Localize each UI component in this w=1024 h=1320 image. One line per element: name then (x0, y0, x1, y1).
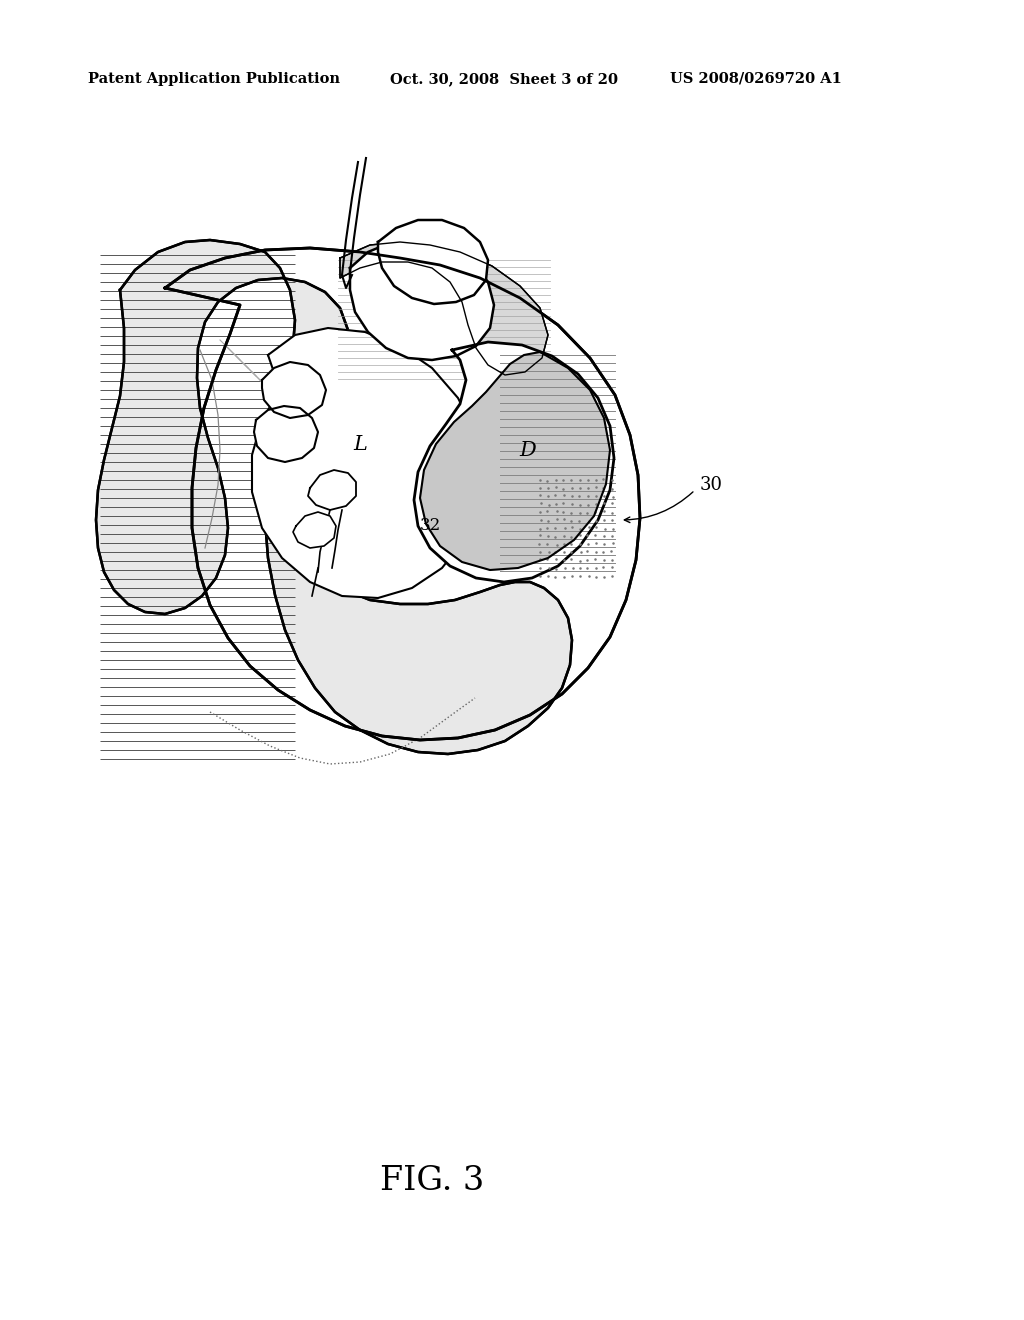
Polygon shape (420, 352, 610, 570)
Text: D: D (519, 441, 537, 459)
Text: Patent Application Publication: Patent Application Publication (88, 73, 340, 86)
Polygon shape (262, 362, 326, 418)
Polygon shape (96, 240, 572, 754)
Text: US 2008/0269720 A1: US 2008/0269720 A1 (670, 73, 842, 86)
Text: L: L (353, 436, 367, 454)
Polygon shape (165, 248, 640, 741)
Text: 30: 30 (700, 477, 723, 494)
Polygon shape (414, 342, 614, 582)
Text: Oct. 30, 2008  Sheet 3 of 20: Oct. 30, 2008 Sheet 3 of 20 (390, 73, 618, 86)
Polygon shape (378, 220, 488, 304)
Polygon shape (293, 512, 336, 548)
Polygon shape (350, 240, 494, 360)
Text: 32: 32 (420, 516, 441, 533)
Polygon shape (252, 327, 482, 598)
Text: FIG. 3: FIG. 3 (380, 1166, 484, 1197)
Polygon shape (340, 242, 548, 375)
Polygon shape (254, 407, 318, 462)
Polygon shape (308, 470, 356, 510)
